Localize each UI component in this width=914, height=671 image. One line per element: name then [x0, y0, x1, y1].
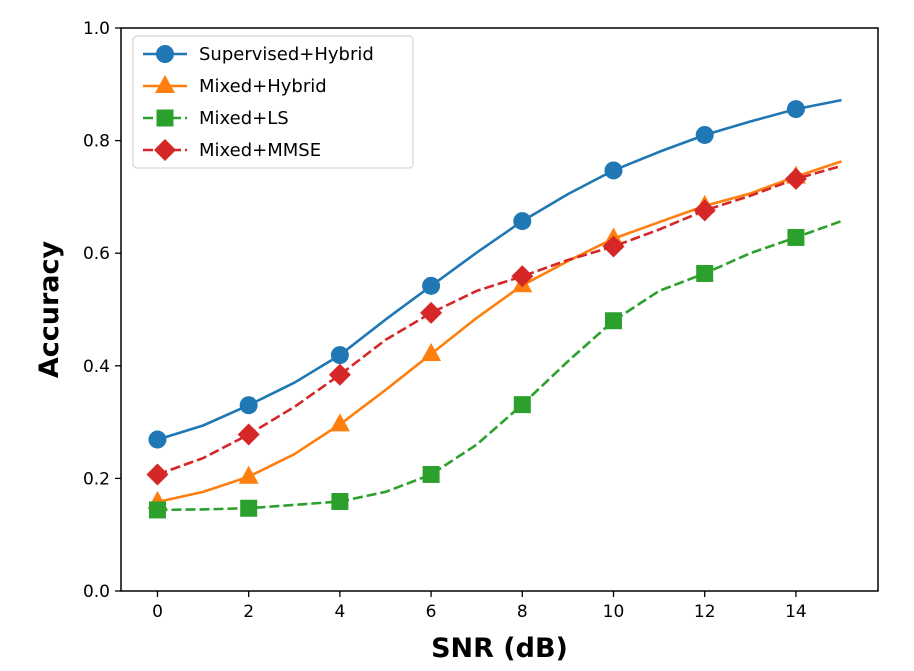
y-axis-title: Accuracy — [34, 240, 65, 378]
axes-layer: 0 2 4 6 8 10 12 14 0.0 0.2 0.4 0.6 0.8 1.0 — [83, 19, 807, 622]
x-tick-label-0: 0 — [152, 602, 163, 622]
data-point-supervised-hybrid-snr-6 — [422, 276, 441, 295]
series-layer — [146, 98, 842, 519]
data-point-mixed-ls-snr-12 — [696, 264, 714, 282]
x-tick-label-12: 12 — [694, 602, 716, 622]
x-tick-label-14: 14 — [785, 602, 807, 622]
y-tick-label-3: 0.6 — [83, 244, 110, 264]
y-tick-label-0: 0.0 — [83, 582, 110, 602]
y-tick-label-4: 0.8 — [83, 132, 110, 152]
legend-label-mixed-ls: Mixed+LS — [199, 108, 289, 129]
legend-box — [132, 35, 414, 169]
data-point-supervised-hybrid-snr-8 — [513, 212, 532, 231]
data-point-mixed-mmse-snr-12 — [693, 199, 716, 222]
data-point-mixed-mmse-snr-2 — [237, 423, 260, 446]
legend-marker-supervised-hybrid — [156, 45, 174, 63]
data-point-supervised-hybrid-snr-12 — [695, 125, 714, 144]
data-point-mixed-ls-snr-4 — [331, 492, 349, 510]
series-line-mixed-hybrid — [157, 160, 842, 504]
series-mixed-ls — [148, 219, 842, 519]
data-point-mixed-hybrid-snr-2 — [238, 465, 259, 484]
y-tick-label-1: 0.2 — [83, 469, 110, 489]
x-tick-label-6: 6 — [426, 602, 437, 622]
series-supervised-hybrid — [148, 98, 842, 449]
y-tick-label-5: 1.0 — [83, 19, 110, 39]
data-point-mixed-mmse-snr-0 — [146, 463, 169, 486]
legend-marker-mixed-hybrid — [155, 75, 175, 93]
series-mixed-mmse — [146, 164, 842, 486]
series-line-mixed-ls — [157, 219, 842, 512]
legend-marker-mixed-mmse — [154, 139, 176, 161]
data-point-mixed-hybrid-snr-6 — [421, 342, 442, 361]
legend-marker-mixed-ls — [156, 109, 174, 127]
data-point-mixed-mmse-snr-6 — [420, 301, 443, 324]
legend-entry-mixed-hybrid: Mixed+Hybrid — [143, 75, 327, 97]
data-point-mixed-mmse-snr-14 — [784, 167, 807, 190]
data-point-supervised-hybrid-snr-0 — [148, 430, 167, 449]
legend-entry-mixed-ls: Mixed+LS — [143, 108, 289, 129]
data-point-mixed-ls-snr-10 — [605, 312, 623, 330]
plot-frame — [120, 27, 879, 592]
data-point-mixed-mmse-snr-8 — [511, 265, 534, 288]
legend: Supervised+Hybrid Mixed+Hybrid Mixed+LS Mix… — [132, 35, 414, 169]
x-axis-title: SNR (dB) — [431, 633, 568, 664]
data-point-mixed-ls-snr-6 — [422, 465, 440, 483]
data-point-mixed-mmse-snr-4 — [328, 363, 351, 386]
data-point-supervised-hybrid-snr-10 — [604, 161, 623, 180]
legend-label-supervised-hybrid: Supervised+Hybrid — [199, 44, 374, 65]
legend-label-mixed-mmse: Mixed+MMSE — [199, 140, 321, 161]
x-tick-label-4: 4 — [334, 602, 345, 622]
x-tick-label-10: 10 — [603, 602, 625, 622]
series-line-mixed-mmse — [157, 164, 842, 476]
data-point-mixed-hybrid-snr-4 — [329, 413, 350, 432]
x-tick-label-8: 8 — [517, 602, 528, 622]
data-point-supervised-hybrid-snr-4 — [330, 346, 349, 365]
legend-entry-supervised-hybrid: Supervised+Hybrid — [143, 44, 374, 65]
data-point-supervised-hybrid-snr-2 — [239, 396, 258, 415]
y-tick-label-2: 0.4 — [83, 357, 110, 377]
x-tick-label-2: 2 — [243, 602, 254, 622]
data-point-mixed-ls-snr-0 — [148, 501, 166, 519]
legend-entry-mixed-mmse: Mixed+MMSE — [143, 139, 321, 161]
series-line-supervised-hybrid — [157, 98, 842, 441]
data-point-mixed-ls-snr-2 — [240, 499, 258, 517]
legend-label-mixed-hybrid: Mixed+Hybrid — [199, 76, 327, 97]
data-point-mixed-mmse-snr-10 — [602, 235, 625, 258]
data-point-mixed-ls-snr-14 — [787, 228, 805, 246]
data-point-mixed-ls-snr-8 — [513, 396, 531, 414]
data-point-supervised-hybrid-snr-14 — [786, 100, 805, 119]
